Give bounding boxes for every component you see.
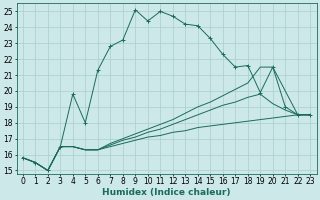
X-axis label: Humidex (Indice chaleur): Humidex (Indice chaleur) — [102, 188, 231, 197]
